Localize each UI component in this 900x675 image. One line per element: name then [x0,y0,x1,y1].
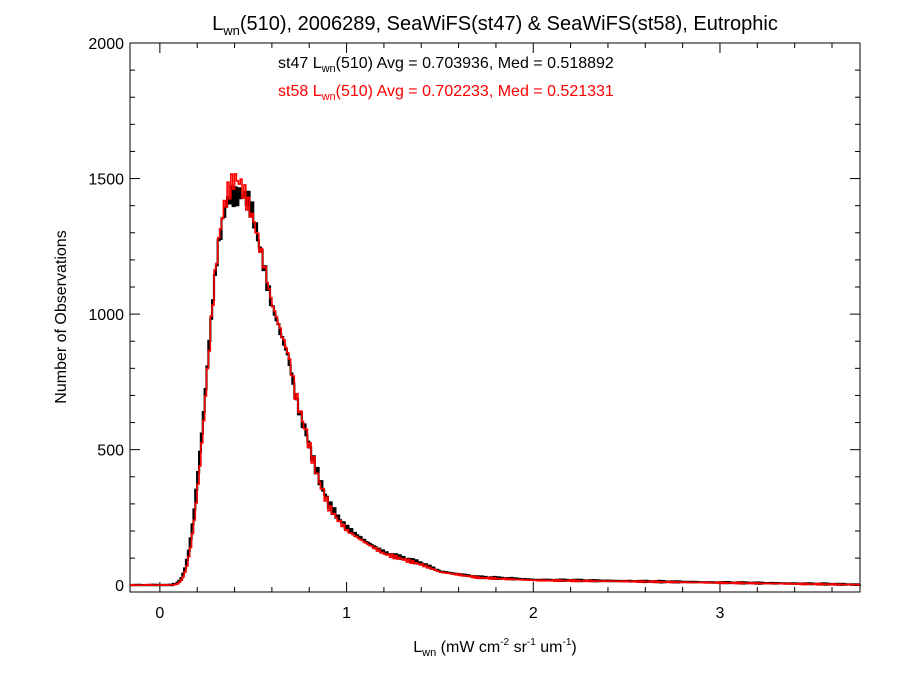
y-tick-label: 0 [115,578,124,595]
annotation-st58-sub: wn [321,91,336,103]
title-main: L [212,13,223,35]
x-tick-label: 3 [716,605,725,622]
title-rest: (510), 2006289, SeaWiFS(st47) & SeaWiFS(… [240,13,778,35]
x-axis-label-sup1: -2 [500,637,509,648]
x-axis-label-part4: ) [571,639,576,656]
annotation-st58: st58 Lwn(510) Avg = 0.702233, Med = 0.52… [278,83,614,103]
x-tick-label: 1 [342,605,351,622]
annotation-st47-sub: wn [321,63,336,75]
y-tick-label: 1000 [88,307,124,324]
series-st58-line [130,173,860,586]
x-axis-label-sup3: -1 [562,637,571,648]
annotation-st47-prefix: st47 L [278,55,322,72]
x-axis-label: Lwn (mW cm-2 sr-1 um-1) [413,637,576,659]
chart-title: Lwn(510), 2006289, SeaWiFS(st47) & SeaWi… [212,13,778,38]
x-axis-label-sub: wn [421,647,436,659]
annotation-st58-suffix: (510) Avg = 0.702233, Med = 0.521331 [336,83,614,100]
x-axis-label-part2: sr [509,639,527,656]
y-tick-label: 1500 [88,172,124,189]
annotation-st47-suffix: (510) Avg = 0.703936, Med = 0.518892 [336,55,614,72]
annotation-st58-prefix: st58 L [278,83,322,100]
series-group [130,173,862,587]
x-tick-label: 2 [529,605,538,622]
y-tick-label: 2000 [88,36,124,53]
x-axis-label-main: L [413,639,422,656]
annotation-st47: st47 Lwn(510) Avg = 0.703936, Med = 0.51… [278,55,614,75]
x-axis-label-part3: um [536,639,563,656]
plot-frame [129,42,861,593]
x-axis-label-part1: (mW cm [436,639,500,656]
x-axis-label-sup2: -1 [527,637,536,648]
title-sub: wn [222,23,240,38]
series-st47-line [130,185,862,587]
x-tick-label: 0 [155,605,164,622]
y-axis-label: Number of Observations [53,230,70,403]
axis-ticks: 0 1 2 3 0 500 1000 1500 2000 [88,36,860,622]
y-tick-label: 500 [97,443,124,460]
